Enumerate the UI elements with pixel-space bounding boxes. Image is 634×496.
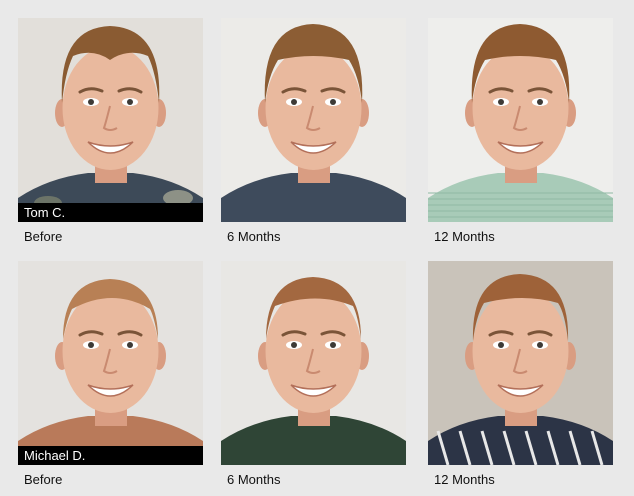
shirt-stripe	[568, 430, 582, 465]
hair	[266, 277, 361, 339]
smile	[87, 141, 134, 154]
smile	[497, 141, 544, 154]
right-pupil	[330, 99, 336, 105]
portrait-image	[221, 18, 406, 222]
hair	[264, 24, 363, 103]
smile	[497, 384, 544, 397]
caption-michael-12-months: 12 Months	[434, 472, 495, 487]
right-eyebrow	[320, 330, 346, 337]
nose	[305, 105, 321, 131]
left-pupil	[498, 342, 504, 348]
nose	[305, 348, 321, 374]
left-pupil	[88, 342, 94, 348]
photo-tom-12-months	[428, 18, 613, 222]
portrait-image	[428, 261, 613, 465]
shirt-pattern	[163, 190, 193, 206]
shirt	[428, 173, 613, 222]
shirt-stripe	[524, 430, 538, 465]
right-pupil	[537, 342, 543, 348]
left-eyebrow	[488, 87, 514, 94]
right-eyebrow	[117, 87, 143, 94]
hair	[472, 274, 569, 341]
smile	[87, 384, 134, 397]
shirt-stripe	[590, 430, 604, 465]
shirt	[221, 173, 406, 222]
patient-name-tag: Tom C.	[18, 203, 203, 222]
smile	[290, 384, 337, 397]
shirt	[221, 416, 406, 465]
caption-tom-before: Before	[24, 229, 63, 244]
portrait-image	[18, 18, 203, 222]
left-pupil	[498, 99, 504, 105]
nose	[512, 348, 528, 374]
right-eyebrow	[527, 87, 553, 94]
smile	[290, 141, 337, 154]
caption-tom-6-months: 6 Months	[227, 229, 281, 244]
left-pupil	[88, 99, 94, 105]
caption-michael-6-months: 6 Months	[227, 472, 281, 487]
hair	[61, 26, 160, 103]
left-eyebrow	[488, 330, 514, 337]
caption-tom-12-months: 12 Months	[434, 229, 495, 244]
shirt-stripe	[502, 430, 516, 465]
nose	[512, 105, 528, 131]
right-eyebrow	[117, 330, 143, 337]
photo-tom-before: Tom C.	[18, 18, 203, 222]
right-pupil	[127, 342, 133, 348]
shirt-stripe	[480, 430, 494, 465]
photo-tom-6-months	[221, 18, 406, 222]
left-eyebrow	[78, 87, 104, 94]
left-eyebrow	[281, 87, 307, 94]
photo-michael-6-months	[221, 261, 406, 465]
patient-name-tag: Michael D.	[18, 446, 203, 465]
shirt-stripe	[546, 430, 560, 465]
right-eyebrow	[527, 330, 553, 337]
portrait-image	[18, 261, 203, 465]
right-pupil	[537, 99, 543, 105]
shirt	[428, 416, 613, 465]
portrait-image	[428, 18, 613, 222]
shirt-stripe	[436, 430, 450, 465]
left-pupil	[291, 342, 297, 348]
left-eyebrow	[78, 330, 104, 337]
right-pupil	[330, 342, 336, 348]
nose	[102, 105, 118, 131]
photo-michael-before: Michael D.	[18, 261, 203, 465]
shirt-stripe	[458, 430, 472, 465]
portrait-image	[221, 261, 406, 465]
nose	[102, 348, 118, 374]
left-pupil	[291, 99, 297, 105]
right-pupil	[127, 99, 133, 105]
photo-michael-12-months	[428, 261, 613, 465]
hair	[63, 279, 158, 339]
hair	[471, 24, 570, 103]
right-eyebrow	[320, 87, 346, 94]
left-eyebrow	[281, 330, 307, 337]
caption-michael-before: Before	[24, 472, 63, 487]
